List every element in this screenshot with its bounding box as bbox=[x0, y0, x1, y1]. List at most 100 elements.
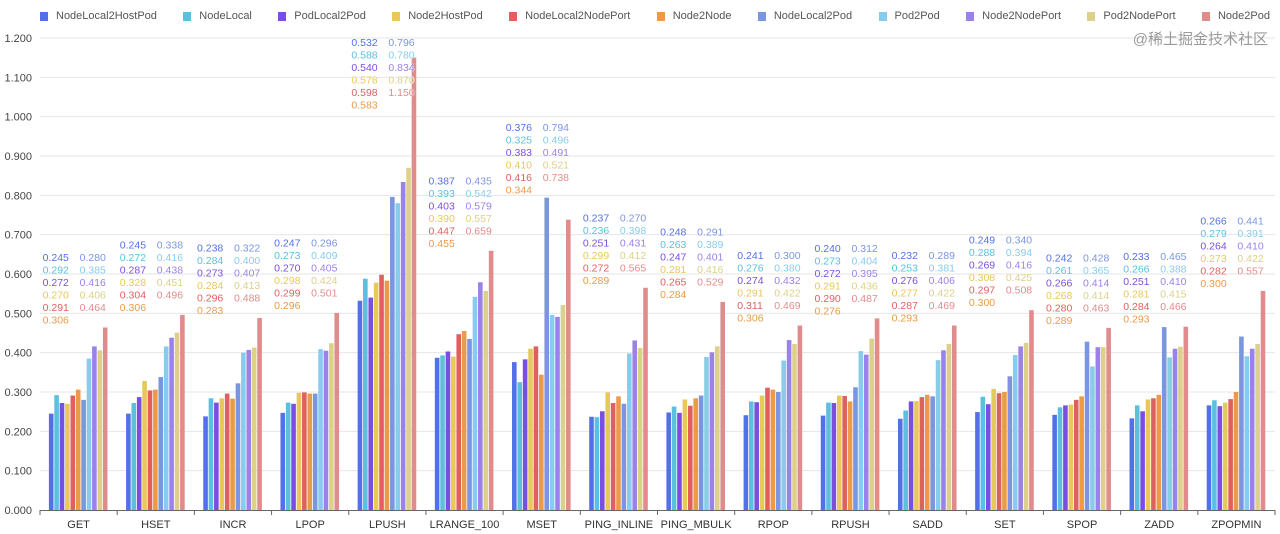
data-label: 0.508 bbox=[1006, 285, 1032, 297]
data-label: 0.422 bbox=[774, 288, 800, 300]
data-label: 0.261 bbox=[1046, 265, 1072, 277]
bar-Node2HostPod-INCR bbox=[219, 398, 225, 510]
bar-NodeLocal-LPOP bbox=[285, 402, 291, 510]
data-label: 0.465 bbox=[1160, 251, 1186, 263]
bar-Node2HostPod-LRANGE_100 bbox=[451, 356, 456, 510]
bar-Pod2Pod-SET bbox=[1012, 355, 1018, 510]
legend-item-Pod2NodePort[interactable]: Pod2NodePort bbox=[1087, 8, 1176, 24]
legend-item-Node2Pod[interactable]: Node2Pod bbox=[1201, 8, 1270, 24]
bar-NodeLocal-GET bbox=[54, 395, 59, 510]
data-label: 0.496 bbox=[543, 135, 569, 147]
bar-Pod2NodePort-SPOP bbox=[1100, 347, 1106, 510]
data-label: 0.416 bbox=[80, 277, 106, 289]
data-label: 0.422 bbox=[929, 288, 955, 300]
data-label: 0.240 bbox=[814, 243, 840, 255]
bar-Pod2Pod-GET bbox=[86, 358, 92, 510]
x-tick-label: PING_MBULK bbox=[661, 519, 733, 531]
data-label: 0.416 bbox=[157, 252, 183, 264]
data-label: 0.598 bbox=[351, 87, 377, 99]
bar-NodeLocal2NodePort-INCR bbox=[224, 393, 230, 510]
data-label: 0.247 bbox=[660, 251, 686, 263]
data-label: 0.265 bbox=[660, 276, 686, 288]
data-label: 0.287 bbox=[120, 264, 146, 276]
legend-item-NodeLocal2Pod[interactable]: NodeLocal2Pod bbox=[757, 8, 852, 24]
y-tick-label: 0.200 bbox=[4, 426, 32, 438]
bar-NodeLocal-MSET bbox=[517, 382, 523, 510]
data-label: 0.306 bbox=[43, 314, 69, 326]
data-label: 0.249 bbox=[969, 235, 995, 247]
data-label: 0.441 bbox=[1237, 215, 1263, 227]
data-label: 0.289 bbox=[929, 250, 955, 262]
data-label: 0.463 bbox=[1083, 302, 1109, 314]
legend-item-NodeLocal2NodePort[interactable]: NodeLocal2NodePort bbox=[509, 8, 630, 24]
bar-Node2Pod-LPOP bbox=[334, 312, 340, 510]
data-label: 0.422 bbox=[1237, 253, 1263, 265]
bar-Node2Pod-PING_INLINE bbox=[643, 287, 648, 510]
bar-NodeLocal-ZADD bbox=[1134, 405, 1140, 510]
data-label: 0.238 bbox=[197, 243, 223, 255]
legend-label: Node2Pod bbox=[1217, 10, 1270, 22]
bar-Node2Node-RPOP bbox=[770, 389, 776, 510]
bar-Node2HostPod-SET bbox=[991, 388, 996, 510]
bar-PodLocal2Pod-SPOP bbox=[1063, 405, 1068, 510]
data-label: 0.325 bbox=[506, 135, 532, 147]
bar-Node2NodePort-INCR bbox=[246, 349, 252, 510]
bar-Pod2NodePort-ZPOPMIN bbox=[1255, 344, 1260, 510]
data-label: 0.276 bbox=[737, 263, 763, 275]
bar-Node2Pod-SADD bbox=[951, 325, 957, 510]
data-label: 0.266 bbox=[1046, 277, 1072, 289]
x-tick-label: SPOP bbox=[1067, 519, 1098, 531]
bar-Node2Node-SET bbox=[1002, 392, 1007, 510]
legend-label: NodeLocal bbox=[199, 10, 252, 22]
bar-Node2Node-SPOP bbox=[1079, 396, 1084, 510]
data-label: 0.289 bbox=[583, 275, 609, 287]
legend-item-PodLocal2Pod[interactable]: PodLocal2Pod bbox=[278, 8, 366, 24]
data-label: 0.273 bbox=[1200, 253, 1226, 265]
data-label: 0.432 bbox=[774, 275, 800, 287]
data-label: 0.328 bbox=[120, 277, 146, 289]
legend-swatch bbox=[278, 11, 287, 21]
bar-Pod2NodePort-HSET bbox=[174, 332, 180, 510]
data-label: 0.263 bbox=[660, 239, 686, 251]
legend-item-Pod2Pod[interactable]: Pod2Pod bbox=[878, 8, 940, 24]
bar-Node2HostPod-HSET bbox=[142, 380, 147, 510]
data-label: 0.242 bbox=[1046, 252, 1072, 264]
data-label: 0.290 bbox=[814, 293, 840, 305]
data-label: 0.304 bbox=[120, 289, 146, 301]
bar-Node2Pod-ZPOPMIN bbox=[1260, 290, 1266, 510]
bar-PodLocal2Pod-RPUSH bbox=[831, 403, 837, 510]
data-label: 0.416 bbox=[697, 264, 723, 276]
bar-PodLocal2Pod-MSET bbox=[522, 359, 528, 510]
data-label: 0.521 bbox=[543, 160, 569, 172]
legend-item-Node2NodePort[interactable]: Node2NodePort bbox=[966, 8, 1061, 24]
bar-Node2Pod-HSET bbox=[180, 314, 185, 510]
data-label: 0.416 bbox=[506, 172, 532, 184]
legend-item-NodeLocal2HostPod[interactable]: NodeLocal2HostPod bbox=[40, 8, 157, 24]
data-label: 0.393 bbox=[429, 188, 455, 200]
bar-NodeLocal2Pod-RPUSH bbox=[853, 387, 858, 510]
data-label: 0.487 bbox=[851, 293, 877, 305]
data-label: 0.588 bbox=[351, 50, 377, 62]
bar-NodeLocal2NodePort-LPOP bbox=[302, 392, 307, 510]
bar-Pod2NodePort-LRANGE_100 bbox=[483, 290, 489, 510]
data-label: 0.266 bbox=[1200, 215, 1226, 227]
legend-item-NodeLocal[interactable]: NodeLocal bbox=[183, 8, 252, 24]
legend-item-Node2HostPod[interactable]: Node2HostPod bbox=[392, 8, 483, 24]
data-label: 0.293 bbox=[892, 313, 918, 325]
data-label: 0.407 bbox=[234, 268, 260, 280]
bar-NodeLocal2NodePort-SPOP bbox=[1073, 399, 1079, 510]
bar-Node2Pod-LRANGE_100 bbox=[488, 250, 494, 510]
bar-NodeLocal2HostPod-ZADD bbox=[1129, 418, 1135, 510]
data-label: 0.269 bbox=[969, 260, 995, 272]
data-label: 0.344 bbox=[506, 185, 532, 197]
legend-item-Node2Node[interactable]: Node2Node bbox=[656, 8, 731, 24]
bar-NodeLocal2NodePort-LPUSH bbox=[379, 274, 384, 510]
data-label: 0.251 bbox=[583, 237, 609, 249]
bar-NodeLocal2NodePort-HSET bbox=[147, 390, 153, 510]
bar-NodeLocal2HostPod-RPOP bbox=[743, 415, 749, 510]
bar-Node2NodePort-PING_INLINE bbox=[632, 340, 638, 510]
data-label: 0.288 bbox=[969, 247, 995, 259]
bar-Pod2NodePort-GET bbox=[97, 350, 103, 510]
data-label: 0.410 bbox=[1237, 240, 1263, 252]
